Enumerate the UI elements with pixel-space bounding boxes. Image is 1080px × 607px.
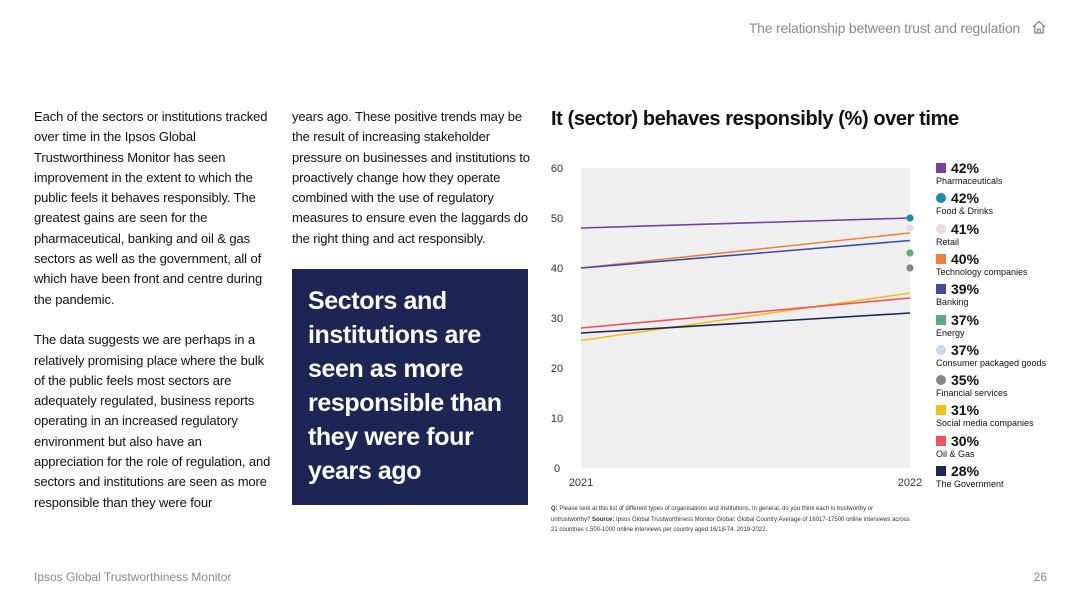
y-tick-label: 50 — [551, 213, 563, 225]
footnote-q-label: Q: — [551, 506, 558, 512]
legend-label: Food & Drinks — [936, 206, 994, 217]
legend-row: 30% — [936, 433, 979, 449]
series-line-pharmaceuticals — [580, 217, 911, 229]
legend-value: 37% — [951, 311, 980, 328]
data-point-food-drinks — [906, 214, 914, 222]
body-column-2: years ago. These positive trends may be … — [292, 107, 530, 249]
legend-value: 28% — [951, 463, 980, 479]
legend-row: 31% — [936, 402, 1034, 418]
series-line-technology-companies — [580, 232, 911, 269]
header-title: The relationship between trust and regul… — [748, 20, 1020, 36]
legend-swatch — [936, 405, 946, 416]
legend-item: 37% Energy — [936, 312, 979, 342]
legend-label: Social media companies — [936, 418, 1034, 429]
footnote-question: Please look at this list of different ty… — [551, 506, 874, 523]
legend-value: 41% — [951, 220, 980, 237]
series-line-the-government — [580, 312, 911, 334]
legend-row: 35% — [936, 372, 1008, 388]
legend-value: 40% — [951, 250, 980, 267]
legend-swatch — [936, 466, 946, 476]
legend-value: 39% — [951, 281, 980, 298]
y-tick-label: 40 — [551, 263, 563, 275]
body-paragraph: years ago. These positive trends may be … — [292, 109, 530, 246]
legend-label: Banking — [936, 297, 969, 308]
y-tick-label: 10 — [551, 413, 563, 425]
y-tick-label: 30 — [551, 313, 563, 325]
legend-swatch — [936, 314, 946, 325]
body-paragraph: Each of the sectors or institutions trac… — [34, 109, 268, 307]
legend-value: 35% — [951, 372, 980, 389]
body-column-1: Each of the sectors or institutions trac… — [34, 107, 272, 513]
y-tick-label: 60 — [551, 163, 563, 175]
legend-value: 31% — [951, 402, 980, 419]
callout-box: Sectors and institutions are seen as mor… — [292, 269, 528, 505]
legend-item: 40% Technology companies — [936, 251, 1028, 281]
legend-row: 42% — [936, 160, 1003, 176]
series-line-banking — [580, 239, 911, 269]
legend-label: Energy — [936, 327, 965, 338]
chart-title: It (sector) behaves responsibly (%) over… — [551, 108, 959, 130]
legend-row: 42% — [936, 190, 993, 206]
legend-row: 39% — [936, 281, 979, 297]
legend-item: 31% Social media companies — [936, 402, 1034, 432]
legend-label: The Government — [936, 479, 1004, 489]
legend-item: 42% Pharmaceuticals — [936, 160, 1003, 190]
data-point-financial-services — [906, 264, 914, 272]
line-chart: 0 10 20 30 40 50 60 2021 2022 — [551, 163, 922, 489]
legend-swatch — [936, 223, 946, 234]
series-line-oil-gas — [580, 297, 911, 329]
legend-item: 39% Banking — [936, 281, 979, 311]
legend-swatch — [936, 193, 946, 204]
legend-label: Retail — [936, 236, 960, 247]
legend-row: 37% — [936, 342, 1046, 358]
x-tick-label: 2022 — [898, 477, 922, 489]
legend-label: Pharmaceuticals — [936, 176, 1003, 186]
legend-row: 40% — [936, 251, 1028, 267]
legend-value: 37% — [951, 341, 980, 358]
home-icon[interactable] — [1031, 19, 1047, 35]
legend-row: 28% — [936, 463, 1004, 479]
legend-row: 41% — [936, 221, 979, 237]
y-tick-label: 0 — [554, 463, 560, 475]
legend-swatch — [936, 375, 946, 386]
legend-value: 42% — [951, 160, 980, 176]
legend-swatch — [936, 344, 946, 355]
page-number: 26 — [1033, 570, 1047, 584]
legend-label: Consumer packaged goods — [936, 357, 1047, 368]
legend-item: 42% Food & Drinks — [936, 190, 993, 220]
x-tick-label: 2021 — [569, 477, 593, 489]
callout-text: Sectors and institutions are seen as mor… — [308, 287, 502, 485]
legend-label: Technology companies — [936, 266, 1028, 277]
legend-item: 37% Consumer packaged goods — [936, 342, 1046, 372]
footnote-source-label: Source: — [592, 516, 615, 523]
legend-value: 30% — [951, 432, 980, 449]
legend-value: 42% — [951, 190, 980, 207]
data-point-energy — [906, 249, 914, 257]
legend-swatch — [936, 435, 946, 446]
legend-item: 41% Retail — [936, 221, 979, 251]
legend-label: Oil & Gas — [936, 448, 975, 459]
legend-swatch — [936, 163, 946, 173]
legend-row: 37% — [936, 312, 979, 328]
legend-item: 30% Oil & Gas — [936, 433, 979, 463]
legend-label: Financial services — [936, 388, 1008, 399]
legend-item: 28% The Government — [936, 463, 1004, 493]
footnote-source: Ipsos Global Trustworthiness Monitor Glo… — [551, 516, 910, 534]
legend-item: 35% Financial services — [936, 372, 1008, 402]
footer-brand: Ipsos Global Trustworthiness Monitor — [34, 570, 232, 584]
data-point-retail — [906, 224, 914, 232]
chart-footnote: Q: Please look at this list of different… — [551, 504, 911, 536]
legend-swatch — [936, 253, 946, 264]
legend-swatch — [936, 284, 946, 295]
series-line-social-media-companies — [580, 292, 911, 342]
plot-area — [581, 168, 910, 468]
y-tick-label: 20 — [551, 363, 563, 375]
body-paragraph: The data suggests we are perhaps in a re… — [34, 332, 271, 510]
